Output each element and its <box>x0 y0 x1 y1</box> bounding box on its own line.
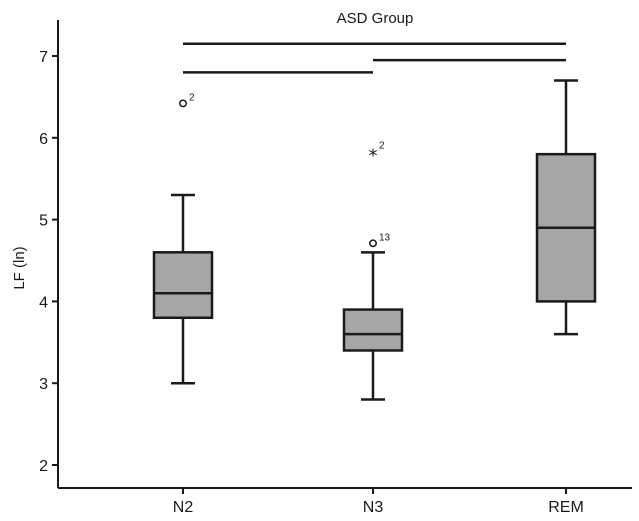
x-tick-label: REM <box>548 499 584 516</box>
y-tick-label: 6 <box>39 131 48 148</box>
x-tick-label: N3 <box>363 499 384 516</box>
outlier-label: 2 <box>379 141 385 152</box>
y-tick-label: 4 <box>39 294 48 311</box>
y-tick-label: 5 <box>39 213 48 230</box>
y-axis-label: LF (ln) <box>11 246 28 289</box>
x-tick-label: N2 <box>173 499 194 516</box>
outlier-label: 13 <box>379 232 391 243</box>
outlier-point <box>369 239 377 248</box>
y-tick-label: 7 <box>39 49 48 66</box>
box-n2 <box>152 251 214 320</box>
outlier-label: 2 <box>189 92 195 103</box>
box-n3 <box>342 308 404 352</box>
outlier-point <box>179 99 187 108</box>
y-tick-label: 3 <box>39 376 48 393</box>
chart-title: ASD Group <box>337 10 414 27</box>
y-tick-label: 2 <box>39 458 48 475</box>
extreme-outlier-point: * <box>369 146 378 167</box>
